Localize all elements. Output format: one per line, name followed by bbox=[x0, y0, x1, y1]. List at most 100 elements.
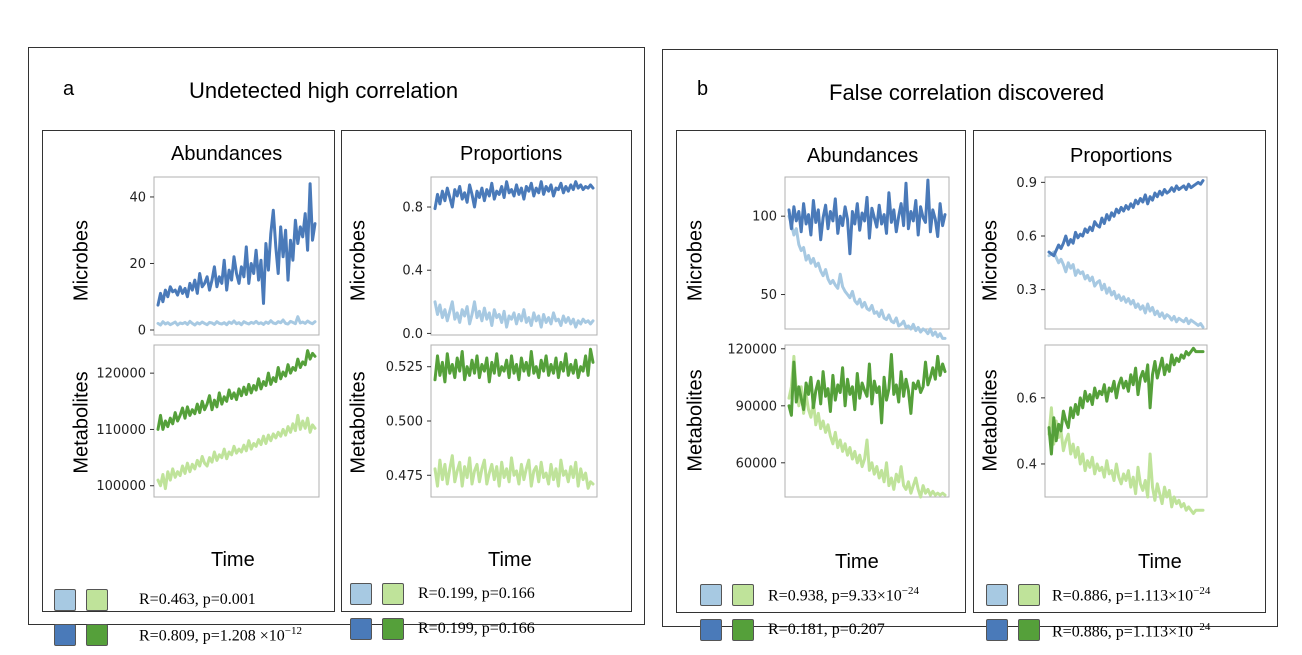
y-tick-label: 0.4 bbox=[1016, 457, 1037, 472]
series-line-metab_light bbox=[1047, 406, 1205, 515]
legend-swatch-microbe-dark bbox=[54, 624, 76, 646]
legend-swatch-metab-dark bbox=[382, 618, 404, 640]
panel-a-prop-stat-light: R=0.199, p=0.166 bbox=[418, 585, 535, 602]
y-tick-label: 0.475 bbox=[386, 469, 423, 484]
legend-swatch-metab-light bbox=[382, 583, 404, 605]
series-line-microbe_light bbox=[156, 315, 317, 327]
panel-b: b False correlation discovered Abundance… bbox=[662, 49, 1278, 641]
plot-frame bbox=[1044, 176, 1208, 330]
legend-swatch-microbe-light bbox=[350, 583, 372, 605]
legend-swatch-metab-light bbox=[732, 584, 754, 606]
panel-b-abundances-box: Abundances Microbes Metabolites Time R=0… bbox=[676, 130, 966, 641]
y-tick-label: 0.8 bbox=[402, 201, 423, 216]
y-tick-label: 120000 bbox=[727, 342, 777, 357]
chart-a-abund-microbes: 0 20 40 bbox=[129, 176, 320, 339]
legend-swatch-metab-light bbox=[1018, 584, 1040, 606]
legend-swatch-microbe-dark bbox=[700, 619, 722, 641]
panel-b-proportions-box: Proportions Microbes Metabolites Time R=… bbox=[973, 130, 1266, 641]
series-line-metab_dark bbox=[156, 349, 317, 431]
legend-swatch-microbe-dark bbox=[350, 618, 372, 640]
panel-b-abund-ylabel-metabolites: Metabolites bbox=[684, 369, 707, 472]
legend-swatch-metab-dark bbox=[86, 624, 108, 646]
panel-a-abund-stat-dark: R=0.809, p=1.208 ×10−12 bbox=[139, 625, 302, 645]
panel-a-abund-ylabel-microbes: Microbes bbox=[70, 219, 93, 302]
series-line-microbe_light bbox=[433, 300, 595, 329]
series-line-microbe_dark bbox=[156, 182, 317, 307]
chart-b-prop-metabolites: 0.4 0.6 bbox=[1016, 344, 1208, 515]
y-tick-label: 100 bbox=[752, 210, 777, 225]
panel-a-abund-stat-light: R=0.463, p=0.001 bbox=[139, 591, 256, 608]
series-line-microbe_dark bbox=[787, 178, 947, 256]
y-tick-label: 50 bbox=[760, 288, 777, 303]
panel-a-prop-stat-dark: R=0.199, p=0.166 bbox=[418, 620, 535, 637]
panel-a-prop-ylabel-microbes: Microbes bbox=[347, 219, 370, 302]
y-tick-label: 20 bbox=[129, 257, 146, 272]
plot-frame bbox=[784, 344, 950, 498]
chart-a-prop-metabolites: 0.475 0.500 0.525 bbox=[386, 344, 598, 498]
panel-b-prop-ylabel-microbes: Microbes bbox=[979, 219, 1002, 302]
y-tick-label: 110000 bbox=[96, 423, 146, 438]
legend-swatch-microbe-light bbox=[986, 584, 1008, 606]
panel-b-prop-stat-light-text: R=0.886, p=1.113×10 bbox=[1052, 587, 1194, 605]
panel-b-abund-ylabel-microbes: Microbes bbox=[684, 219, 707, 302]
y-tick-label: 90000 bbox=[736, 399, 777, 414]
panel-a-letter: a bbox=[63, 78, 75, 100]
y-tick-label: 40 bbox=[129, 190, 146, 205]
legend-swatch-metab-dark bbox=[1018, 619, 1040, 641]
y-tick-label: 0.500 bbox=[386, 415, 423, 430]
panel-b-abund-xlabel: Time bbox=[835, 551, 879, 573]
series-line-metab_light bbox=[433, 454, 595, 490]
series-line-microbe_light bbox=[787, 214, 947, 340]
panel-a-prop-xlabel: Time bbox=[488, 549, 532, 571]
y-tick-label: 0.3 bbox=[1016, 283, 1037, 298]
panel-b-abundances-title: Abundances bbox=[807, 145, 919, 167]
panel-a-abundances-box: Abundances Microbes Metabolites Time R=0… bbox=[42, 130, 335, 646]
panel-b-prop-stat-dark-exp: −24 bbox=[1193, 621, 1211, 633]
panel-b-prop-xlabel: Time bbox=[1138, 551, 1182, 573]
series-line-metab_light bbox=[156, 413, 317, 491]
panel-a-abundances-title: Abundances bbox=[171, 143, 283, 165]
panel-a-title: Undetected high correlation bbox=[189, 78, 459, 103]
panel-b-prop-stat-light-exp: −24 bbox=[1193, 585, 1211, 597]
series-line-metab_light bbox=[787, 354, 947, 499]
panel-a-abund-stat-dark-exp: −12 bbox=[284, 625, 302, 637]
panel-b-letter: b bbox=[697, 78, 709, 100]
y-tick-label: 60000 bbox=[736, 456, 777, 471]
y-tick-label: 0.6 bbox=[1016, 230, 1037, 245]
series-line-metab_dark bbox=[433, 347, 595, 384]
series-line-microbe_light bbox=[1047, 250, 1205, 329]
chart-a-abund-metabolites: 100000 110000 120000 bbox=[96, 344, 320, 498]
panel-b-abund-stat-light-text: R=0.938, p=9.33×10 bbox=[768, 587, 902, 605]
y-tick-label: 0.0 bbox=[402, 327, 423, 342]
series-line-metab_dark bbox=[787, 353, 947, 425]
chart-b-abund-microbes: 50 100 bbox=[752, 176, 950, 340]
y-tick-label: 0.9 bbox=[1016, 176, 1037, 191]
series-line-microbe_dark bbox=[1047, 179, 1205, 258]
panel-a-abund-stat-dark-text: R=0.809, p=1.208 ×10 bbox=[139, 627, 285, 645]
series-line-metab_dark bbox=[1047, 346, 1205, 456]
chart-b-abund-metabolites: 60000 90000 120000 bbox=[727, 342, 950, 499]
y-tick-label: 0.525 bbox=[386, 360, 423, 375]
panel-a-proportions-box: Proportions Microbes Metabolites Time R=… bbox=[341, 130, 632, 640]
panel-b-abund-stat-light-exp: −24 bbox=[901, 585, 919, 597]
panel-b-prop-stat-dark: R=0.886, p=1.113×10−24 bbox=[1052, 621, 1210, 641]
legend-swatch-metab-dark bbox=[732, 619, 754, 641]
legend-swatch-microbe-dark bbox=[986, 619, 1008, 641]
y-tick-label: 0.6 bbox=[1016, 391, 1037, 406]
panel-b-prop-stat-dark-text: R=0.886, p=1.113×10 bbox=[1052, 623, 1194, 641]
series-line-microbe_dark bbox=[433, 180, 595, 211]
panel-b-abund-stat-dark: R=0.181, p=0.207 bbox=[768, 621, 885, 638]
panel-b-title: False correlation discovered bbox=[829, 80, 1105, 105]
panel-b-proportions-title: Proportions bbox=[1070, 145, 1173, 167]
panel-b-abund-stat-light: R=0.938, p=9.33×10−24 bbox=[768, 585, 919, 605]
plot-frame bbox=[1044, 344, 1208, 498]
chart-a-prop-microbes: 0.0 0.4 0.8 bbox=[402, 176, 598, 342]
panel-b-prop-stat-light: R=0.886, p=1.113×10−24 bbox=[1052, 585, 1210, 605]
panel-a-prop-ylabel-metabolites: Metabolites bbox=[347, 371, 370, 474]
y-tick-label: 100000 bbox=[96, 479, 146, 494]
y-tick-label: 0 bbox=[138, 324, 146, 339]
legend-swatch-microbe-light bbox=[700, 584, 722, 606]
legend-swatch-microbe-light bbox=[54, 589, 76, 611]
panel-a-abund-xlabel: Time bbox=[211, 549, 255, 571]
chart-b-prop-microbes: 0.3 0.6 0.9 bbox=[1016, 176, 1208, 330]
